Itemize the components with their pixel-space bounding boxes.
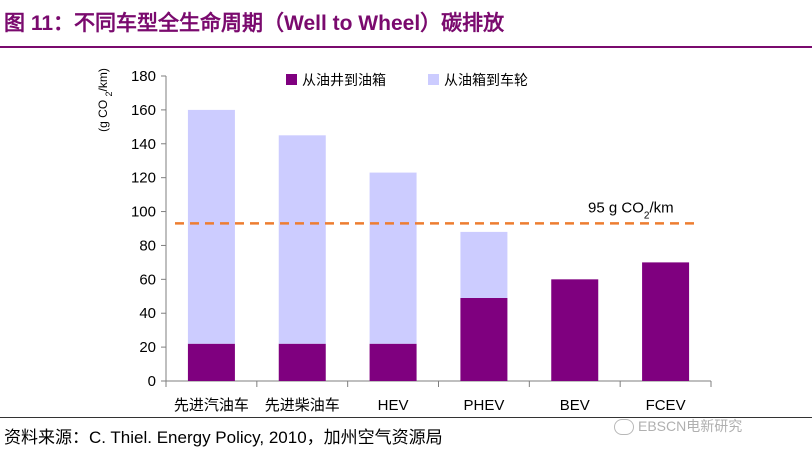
title-divider [0,46,812,48]
bar-segment-tank-to-wheel [369,172,417,344]
x-tick-label: FCEV [646,397,686,414]
x-tick-label: 先进柴油车 [265,397,340,414]
y-axis-label: (g CO 2/km) [96,68,114,132]
x-tick-label: PHEV [463,397,504,414]
y-tick-label: 120 [131,170,156,187]
bar-segment-well-to-tank [187,343,235,381]
y-axis-label-subscript: 2 [104,91,114,96]
watermark: EBSCN电新研究 [614,414,742,438]
bar-segment-well-to-tank [278,343,326,381]
bar-segment-tank-to-wheel [460,231,508,298]
reference-line-group: 95 g CO2/km [175,199,695,225]
bar-segment-tank-to-wheel [187,109,235,344]
y-axis: 0 20 40 60 80 100 120 140 160 180 [131,68,167,390]
bar-segment-tank-to-wheel [278,135,326,344]
wechat-icon [614,419,634,436]
x-tick-label: HEV [378,397,409,414]
legend: 从油井到油箱 从油箱到车轮 [286,72,528,88]
y-tick-label: 80 [139,237,156,254]
legend-swatch-tank-to-wheel [428,74,439,85]
y-tick-label: 180 [131,68,156,85]
y-tick-label: 40 [139,305,156,322]
watermark-text: EBSCN电新研究 [638,418,743,434]
bar-segment-well-to-tank [460,297,508,381]
x-tick-label: 先进汽油车 [174,397,249,414]
y-tick-label: 20 [139,339,156,356]
y-axis-label-text: (g CO [96,100,110,132]
reference-label-unit: /km [649,199,673,216]
legend-label-tank-to-wheel: 从油箱到车轮 [444,72,528,88]
x-axis: 先进汽油车 先进柴油车 HEV PHEV BEV FCEV [165,380,712,414]
y-tick-label: 100 [131,204,156,221]
y-tick-label: 0 [148,373,156,390]
reference-line-label: 95 g CO2/km [588,199,674,221]
figure-title: 图 11：不同车型全生命周期（Well to Wheel）碳排放 [4,12,505,35]
x-tick-label: BEV [560,397,590,414]
bar-segment-well-to-tank [642,262,690,381]
legend-swatch-well-to-tank [286,74,297,85]
reference-label-subscript: 2 [644,210,650,221]
legend-label-well-to-tank: 从油井到油箱 [302,72,386,88]
footer-divider [0,417,812,418]
bars [187,109,690,381]
y-tick-label: 60 [139,271,156,288]
bar-segment-well-to-tank [551,279,599,381]
source-note: 资料来源：C. Thiel. Energy Policy, 2010，加州空气资… [4,428,443,447]
y-tick-label: 140 [131,136,156,153]
reference-label-part: 95 g CO [588,199,644,216]
y-axis-label-unit: /km) [96,68,110,91]
bar-segment-well-to-tank [369,343,417,381]
y-tick-label: 160 [131,102,156,119]
